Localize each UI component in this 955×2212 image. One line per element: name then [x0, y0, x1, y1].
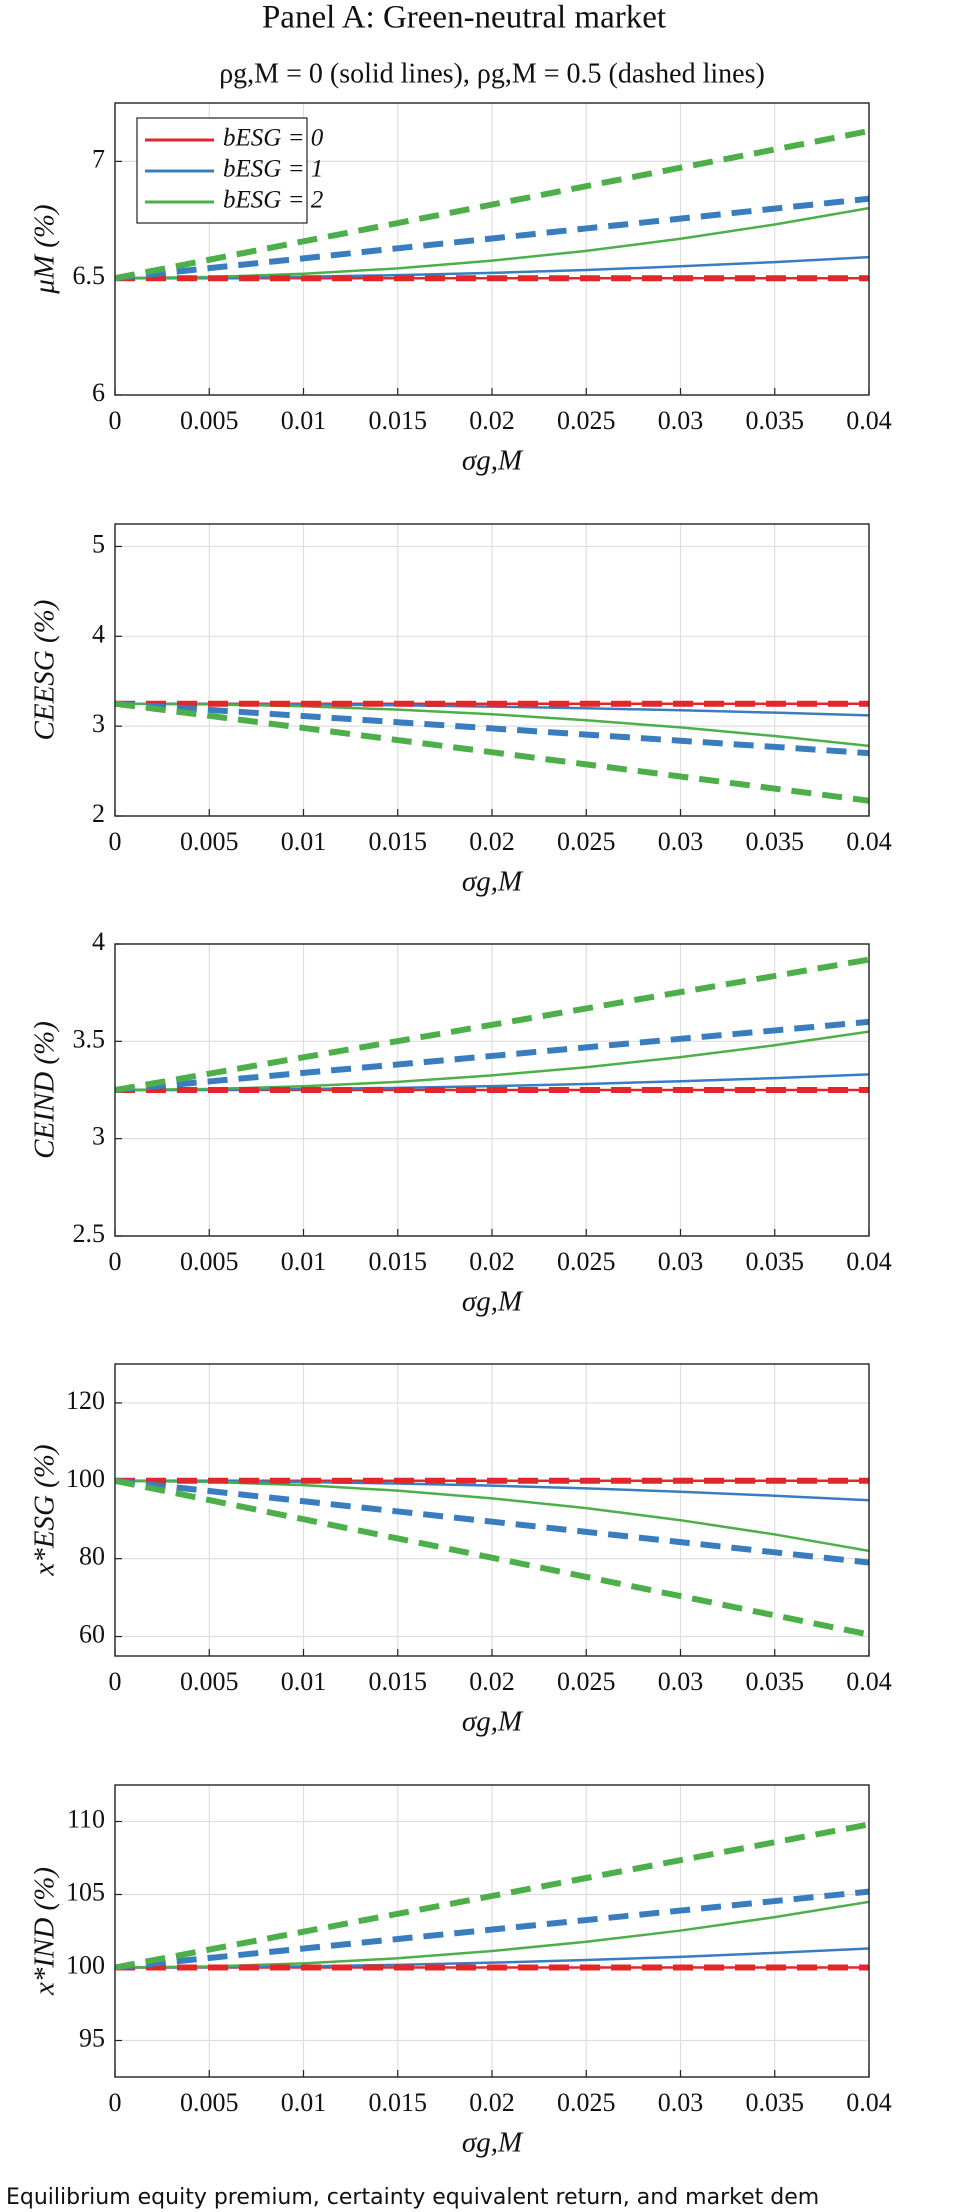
y-tick-label: 80 [79, 1542, 105, 1571]
x-tick-label: 0.04 [846, 2088, 892, 2117]
plot-frame [114, 523, 870, 817]
x-tick-label: 0.04 [846, 406, 892, 435]
y-tick-label: 95 [79, 2023, 105, 2052]
dashed-line [115, 956, 869, 1093]
y-tick-label: 3.5 [73, 1024, 106, 1053]
y-tick-label: 4 [92, 619, 105, 648]
plot-frame [114, 1363, 870, 1657]
x-tick-label: 0.025 [557, 1667, 616, 1696]
x-tick-label: 0.035 [746, 1247, 805, 1276]
x-tick-label: 0.035 [746, 827, 805, 856]
y-tick-label: 2.5 [73, 1219, 106, 1248]
x-tick-label: 0 [109, 2088, 122, 2117]
x-tick-label: 0.015 [369, 1667, 428, 1696]
x-tick-label: 0.03 [658, 1667, 704, 1696]
legend-label: bESG = 1 [223, 156, 323, 183]
y-tick-label: 7 [92, 144, 105, 173]
dashed-line [115, 195, 869, 282]
plot-frame [114, 943, 870, 1237]
x-tick-label: 0.02 [469, 1667, 515, 1696]
x-tick-label: 0.04 [846, 1667, 892, 1696]
x-tick-label: 0.02 [469, 406, 515, 435]
x-tick-label: 0.025 [557, 406, 616, 435]
x-tick-label: 0.01 [281, 1247, 327, 1276]
x-tick-label: 0.03 [658, 406, 704, 435]
x-tick-label: 0.03 [658, 1247, 704, 1276]
y-tick-label: 3 [92, 1122, 105, 1151]
y-axis-label: x*IND (%) [29, 1867, 61, 1996]
y-axis-label: x*ESG (%) [29, 1444, 61, 1576]
x-tick-label: 0 [109, 1247, 122, 1276]
y-tick-label: 2 [92, 799, 105, 828]
x-tick-label: 0.035 [746, 2088, 805, 2117]
panel-title: Panel A: Green-neutral market [262, 0, 666, 36]
dashed-line [115, 1821, 869, 1971]
x-axis-label: σg,M [462, 445, 524, 477]
x-tick-label: 0 [109, 406, 122, 435]
y-tick-label: 4 [92, 927, 105, 956]
x-tick-label: 0.03 [658, 2088, 704, 2117]
y-axis-label: μM (%) [29, 204, 61, 294]
legend-label: bESG = 0 [223, 125, 324, 152]
y-tick-label: 100 [66, 1464, 105, 1493]
x-tick-label: 0.01 [281, 2088, 327, 2117]
caption: Equilibrium equity premium, certainty eq… [6, 2185, 819, 2210]
dashed-line [115, 1018, 869, 1093]
dashed-line [115, 700, 869, 804]
x-tick-label: 0.015 [369, 406, 428, 435]
x-tick-label: 0.005 [180, 406, 239, 435]
y-tick-label: 5 [92, 529, 105, 558]
x-tick-label: 0.005 [180, 1247, 239, 1276]
x-tick-label: 0.015 [369, 1247, 428, 1276]
x-tick-label: 0.015 [369, 827, 428, 856]
dashed-line [115, 700, 869, 757]
x-tick-label: 0.035 [746, 1667, 805, 1696]
x-axis-label: σg,M [462, 2127, 524, 2159]
x-tick-label: 0.03 [658, 827, 704, 856]
x-axis-label: σg,M [462, 1706, 524, 1738]
y-tick-label: 6.5 [73, 261, 106, 290]
x-axis-label: σg,M [462, 866, 524, 898]
x-tick-label: 0.005 [180, 1667, 239, 1696]
x-tick-label: 0 [109, 1667, 122, 1696]
plot-frame [114, 102, 870, 396]
y-tick-label: 60 [79, 1620, 105, 1649]
x-tick-label: 0.005 [180, 2088, 239, 2117]
y-tick-label: 100 [66, 1950, 105, 1979]
x-tick-label: 0.02 [469, 2088, 515, 2117]
x-tick-label: 0 [109, 827, 122, 856]
x-tick-label: 0.01 [281, 1667, 327, 1696]
y-tick-label: 3 [92, 709, 105, 738]
y-tick-label: 120 [66, 1386, 105, 1415]
dashed-line [115, 1477, 869, 1566]
x-tick-label: 0.015 [369, 2088, 428, 2117]
dashed-line [115, 128, 869, 282]
x-tick-label: 0.025 [557, 827, 616, 856]
x-tick-label: 0.02 [469, 827, 515, 856]
y-axis-label: CEIND (%) [29, 1021, 61, 1159]
x-tick-label: 0.04 [846, 827, 892, 856]
x-tick-label: 0.035 [746, 406, 805, 435]
x-tick-label: 0.04 [846, 1247, 892, 1276]
x-tick-label: 0.025 [557, 1247, 616, 1276]
legend-label: bESG = 2 [223, 187, 323, 214]
x-tick-label: 0.02 [469, 1247, 515, 1276]
x-axis-label: σg,M [462, 1286, 524, 1318]
x-tick-label: 0.025 [557, 2088, 616, 2117]
dashed-line [115, 1477, 869, 1638]
panel-subtitle: ρg,M = 0 (solid lines), ρg,M = 0.5 (dash… [219, 58, 765, 89]
y-axis-label: CEESG (%) [29, 600, 61, 741]
plot-frame [114, 1784, 870, 2078]
y-tick-label: 6 [92, 378, 105, 407]
y-tick-label: 105 [66, 1877, 105, 1906]
x-tick-label: 0.01 [281, 827, 327, 856]
x-tick-label: 0.005 [180, 827, 239, 856]
x-tick-label: 0.01 [281, 406, 327, 435]
dashed-line [115, 1888, 869, 1971]
y-tick-label: 110 [67, 1804, 105, 1833]
